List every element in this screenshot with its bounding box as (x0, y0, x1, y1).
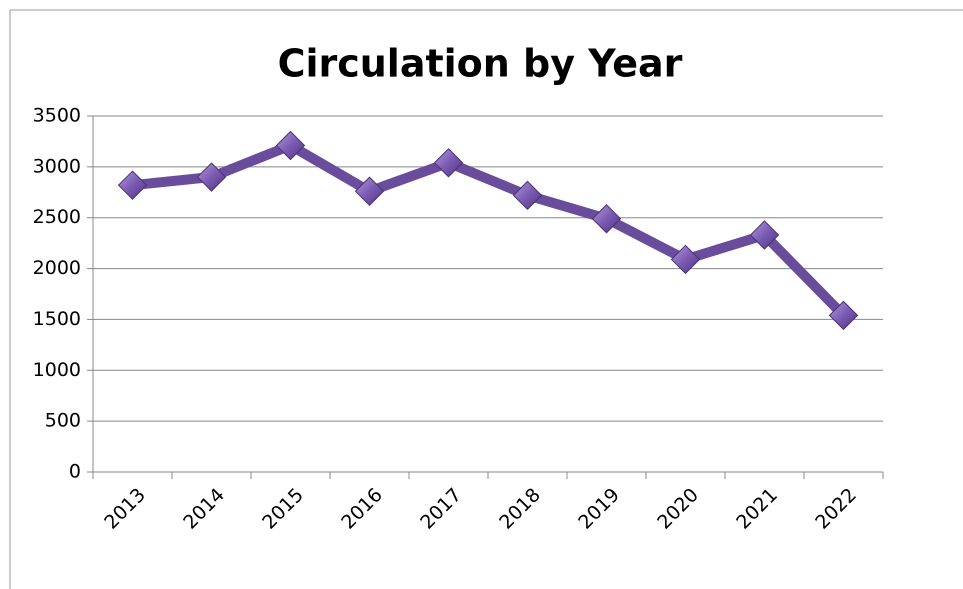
data-point (117, 170, 148, 200)
data-point (591, 204, 622, 234)
y-tick-label: 2500 (33, 206, 81, 228)
y-tick-label: 500 (45, 410, 81, 432)
data-point (275, 130, 306, 161)
y-tick-label: 3500 (33, 105, 81, 127)
y-tick-label: 1000 (33, 359, 81, 381)
x-tick-label: 2021 (732, 484, 782, 534)
data-point (354, 176, 385, 206)
x-tick-label: 2014 (179, 484, 229, 534)
x-tick-label: 2016 (337, 484, 387, 534)
data-point (196, 162, 227, 192)
x-tick-label: 2015 (258, 484, 308, 534)
y-tick-label: 1500 (33, 308, 81, 330)
data-point (433, 148, 464, 178)
data-point (670, 244, 701, 275)
y-tick-label: 3000 (33, 155, 81, 177)
x-tick-label: 2020 (653, 484, 703, 534)
series-line (131, 140, 848, 319)
x-tick-label: 2017 (416, 484, 466, 534)
data-point (749, 220, 780, 250)
x-tick-label: 2019 (574, 484, 624, 534)
x-tick-label: 2018 (495, 484, 545, 534)
data-point (828, 300, 859, 331)
x-tick-label: 2022 (811, 484, 861, 534)
y-tick-label: 2000 (33, 257, 81, 279)
y-tick-label: 0 (69, 461, 81, 483)
data-point (512, 180, 543, 211)
x-tick-label: 2013 (100, 484, 150, 534)
chart-title: Circulation by Year (278, 42, 683, 86)
